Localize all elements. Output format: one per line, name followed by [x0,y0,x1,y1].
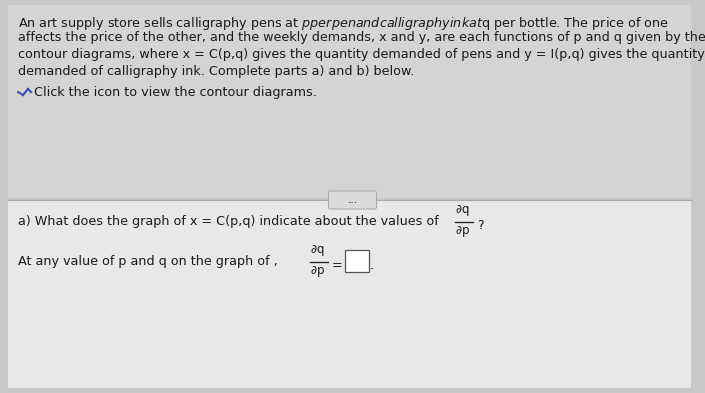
Text: $\partial$p: $\partial$p [310,264,325,279]
FancyBboxPatch shape [345,250,369,272]
Text: =: = [332,259,343,272]
Text: $\partial$p: $\partial$p [455,224,470,239]
Text: demanded of calligraphy ink. Complete parts a) and b) below.: demanded of calligraphy ink. Complete pa… [18,64,415,77]
FancyBboxPatch shape [8,200,691,388]
Text: Click the icon to view the contour diagrams.: Click the icon to view the contour diagr… [34,86,317,99]
Text: ?: ? [477,219,484,232]
Text: .: . [370,259,374,272]
Text: An art supply store sells calligraphy pens at $p per pen and calligraphy ink at : An art supply store sells calligraphy pe… [18,15,669,32]
Text: At any value of p and q on the graph of ,: At any value of p and q on the graph of … [18,255,278,268]
Text: a) What does the graph of x = C(p,q) indicate about the values of: a) What does the graph of x = C(p,q) ind… [18,215,439,228]
FancyBboxPatch shape [329,191,376,209]
Text: affects the price of the other, and the weekly demands, x and y, are each functi: affects the price of the other, and the … [18,31,705,44]
Text: $\partial$q: $\partial$q [455,203,470,218]
FancyBboxPatch shape [8,5,691,198]
Text: contour diagrams, where x = C(p,q) gives the quantity demanded of pens and y = I: contour diagrams, where x = C(p,q) gives… [18,48,705,61]
Text: ...: ... [348,195,357,205]
Text: $\partial$q: $\partial$q [310,243,324,258]
